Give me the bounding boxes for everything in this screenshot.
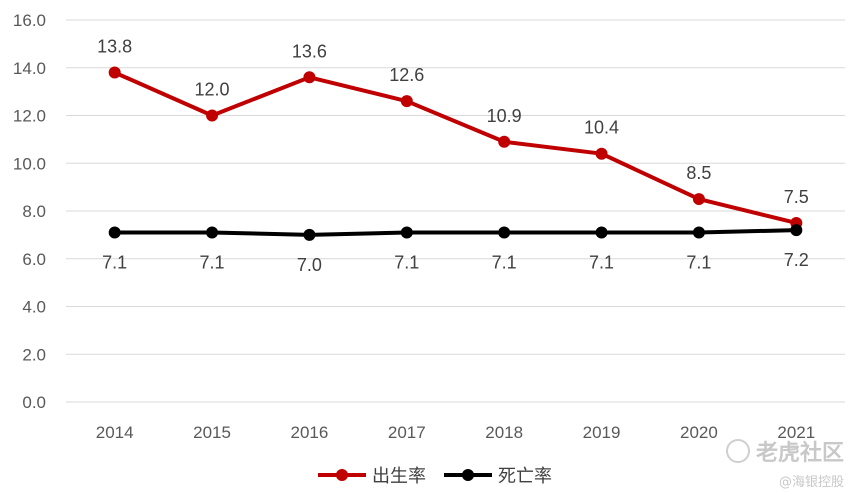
watermark-title: 老虎社区	[755, 441, 844, 466]
tiger-logo-icon	[725, 439, 750, 463]
x-tick-label: 2016	[291, 423, 329, 442]
gridlines	[66, 19, 845, 403]
data-label: 7.1	[686, 252, 711, 272]
x-tick-label: 2019	[583, 423, 621, 442]
y-tick-label: 12.0	[13, 107, 46, 126]
y-tick-label: 0.0	[22, 393, 46, 412]
x-tick-label: 2014	[96, 423, 134, 442]
y-axis-ticks: 0.0 2.0 4.0 6.0 8.0 10.0 12.0 14.0 16.0	[13, 11, 46, 412]
data-point	[108, 66, 121, 79]
data-label: 7.0	[297, 255, 322, 275]
y-tick-label: 16.0	[13, 11, 46, 30]
y-tick-label: 4.0	[22, 298, 46, 317]
y-tick-label: 8.0	[22, 202, 46, 221]
data-point	[790, 224, 803, 237]
watermark-main: 老虎社区	[725, 435, 844, 467]
legend: 出生率 死亡率	[318, 466, 552, 487]
data-label: 8.5	[686, 163, 711, 183]
series-line	[114, 228, 797, 237]
data-label: 7.2	[784, 250, 809, 270]
data-point	[206, 109, 219, 122]
data-label: 13.6	[292, 41, 327, 61]
data-label: 13.8	[97, 37, 132, 57]
data-label: 7.1	[200, 252, 225, 272]
data-label: 7.5	[784, 187, 809, 207]
data-point	[498, 226, 511, 239]
data-point	[206, 226, 219, 239]
data-point	[692, 226, 705, 239]
x-axis-ticks: 2014 2015 2016 2017 2018 2019 2020 2021	[96, 423, 815, 442]
data-label: 7.1	[492, 252, 517, 272]
series-lines	[108, 66, 803, 241]
y-tick-label: 10.0	[13, 154, 46, 173]
x-tick-label: 2020	[680, 423, 718, 442]
data-point	[595, 147, 608, 160]
data-label: 12.0	[195, 80, 230, 100]
x-tick-label: 2021	[777, 423, 815, 442]
legend-label: 死亡率	[498, 466, 552, 487]
data-point	[400, 95, 413, 108]
data-labels: 13.8 12.0 13.6 12.6 10.9 10.4 8.5 7.5 7.1 7.1 7.0 7…	[97, 37, 809, 275]
data-label: 12.6	[389, 65, 424, 85]
data-point	[303, 71, 316, 84]
data-label: 7.1	[589, 252, 614, 272]
data-point	[400, 226, 413, 239]
series-line	[113, 70, 797, 225]
legend-marker	[462, 469, 474, 481]
data-label: 10.4	[584, 118, 619, 138]
data-label: 7.1	[102, 252, 127, 272]
x-tick-label: 2015	[193, 423, 231, 442]
data-label: 7.1	[394, 252, 419, 272]
x-tick-label: 2017	[388, 423, 426, 442]
watermark: 老虎社区 @海银控股	[725, 435, 844, 490]
data-point	[303, 228, 316, 241]
data-label: 10.9	[487, 106, 522, 126]
legend-label: 出生率	[372, 466, 426, 487]
watermark-subtitle: @海银控股	[778, 475, 844, 490]
data-point	[595, 226, 608, 239]
x-tick-label: 2018	[485, 423, 523, 442]
data-point	[692, 193, 705, 206]
y-tick-label: 6.0	[22, 250, 46, 269]
data-point	[108, 226, 121, 239]
y-tick-label: 2.0	[22, 345, 46, 364]
legend-marker	[336, 469, 348, 481]
y-tick-label: 14.0	[13, 59, 46, 78]
data-point	[498, 135, 511, 148]
